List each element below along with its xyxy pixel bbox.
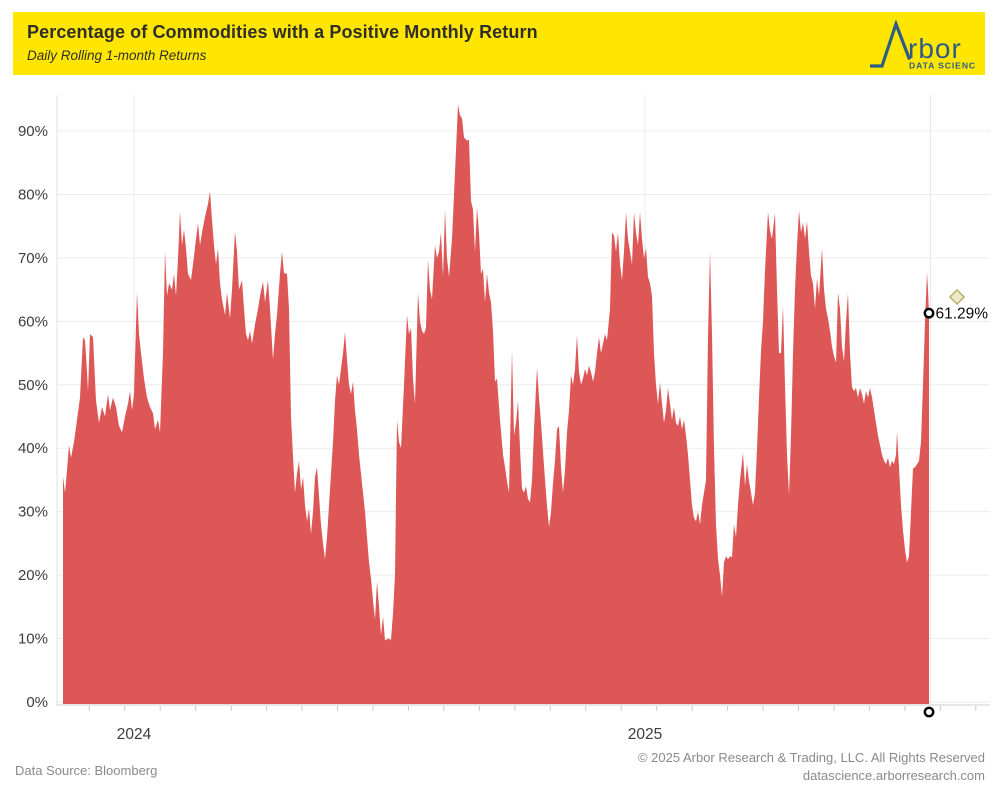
data-source-note: Data Source: Bloomberg xyxy=(15,763,158,778)
x-axis-year-label: 2025 xyxy=(628,726,662,743)
area-series xyxy=(63,104,929,704)
x-axis-year-label: 2024 xyxy=(117,726,152,743)
y-axis-tick-label: 80% xyxy=(18,186,48,203)
arbor-logo-wordmark: rbor xyxy=(908,33,962,64)
arbor-logo-tagline: DATA SCIENCE xyxy=(909,61,975,71)
y-axis-tick-label: 40% xyxy=(18,440,48,457)
y-axis-tick-label: 20% xyxy=(18,567,48,584)
chart-title: Percentage of Commodities with a Positiv… xyxy=(27,22,538,42)
chart-subtitle: Daily Rolling 1-month Returns xyxy=(27,48,207,63)
current-date-marker xyxy=(923,706,935,718)
last-point-marker xyxy=(923,307,935,319)
last-value-label: 61.29% xyxy=(936,306,989,323)
y-axis-tick-label: 60% xyxy=(18,313,48,330)
y-axis-tick-label: 70% xyxy=(18,250,48,267)
footer-right: © 2025 Arbor Research & Trading, LLC. Al… xyxy=(638,749,985,785)
y-axis-tick-label: 0% xyxy=(26,694,48,711)
diamond-marker-icon xyxy=(948,288,966,306)
y-axis-tick-label: 50% xyxy=(18,377,48,394)
copyright-text: © 2025 Arbor Research & Trading, LLC. Al… xyxy=(637,750,985,765)
y-axis-tick-label: 30% xyxy=(18,504,48,521)
header-bar: Percentage of Commodities with a Positiv… xyxy=(13,12,985,75)
arbor-logo-a-icon xyxy=(870,20,912,68)
y-axis-tick-label: 10% xyxy=(18,631,48,648)
website-link[interactable]: datascience.arborresearch.com xyxy=(802,768,985,783)
arbor-logo: rbor DATA SCIENCE xyxy=(870,20,975,70)
y-axis-tick-label: 90% xyxy=(18,123,48,140)
